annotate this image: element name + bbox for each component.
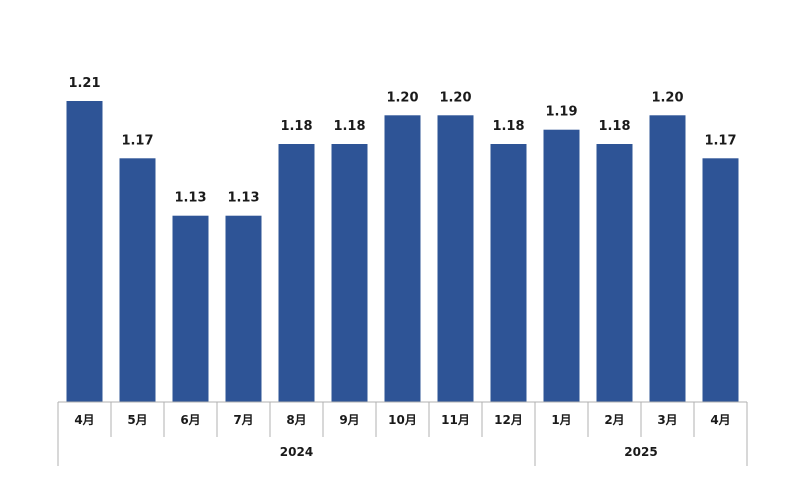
year-label-0: 2024 bbox=[280, 445, 313, 459]
category-label-1: 5月 bbox=[127, 413, 147, 427]
category-label-2: 6月 bbox=[180, 413, 200, 427]
category-label-9: 1月 bbox=[551, 413, 571, 427]
bar-8 bbox=[490, 144, 527, 402]
category-label-3: 7月 bbox=[233, 413, 253, 427]
value-label-3: 1.13 bbox=[227, 191, 259, 206]
bar-10 bbox=[596, 144, 633, 402]
category-label-12: 4月 bbox=[710, 413, 730, 427]
year-label-1: 2025 bbox=[624, 445, 657, 459]
bar-11 bbox=[649, 115, 686, 403]
bar-1 bbox=[119, 158, 156, 402]
bar-0 bbox=[66, 101, 103, 402]
value-label-10: 1.18 bbox=[598, 119, 630, 134]
value-label-1: 1.17 bbox=[121, 133, 153, 148]
bar-12 bbox=[702, 158, 739, 402]
value-label-12: 1.17 bbox=[704, 133, 736, 148]
value-label-11: 1.20 bbox=[651, 90, 683, 105]
bar-6 bbox=[384, 115, 421, 403]
category-label-6: 10月 bbox=[388, 413, 417, 427]
value-label-0: 1.21 bbox=[68, 76, 100, 91]
value-label-2: 1.13 bbox=[174, 191, 206, 206]
category-label-7: 11月 bbox=[441, 413, 470, 427]
value-label-9: 1.19 bbox=[545, 105, 577, 120]
category-label-5: 9月 bbox=[339, 413, 359, 427]
bar-3 bbox=[225, 215, 262, 402]
category-label-11: 3月 bbox=[657, 413, 677, 427]
bars-group: 1.21 1.17 1.13 1.13 1.18 1.18 1.20 1.20 1.18 1.19… bbox=[66, 76, 739, 403]
category-label-4: 8月 bbox=[286, 413, 306, 427]
value-label-4: 1.18 bbox=[280, 119, 312, 134]
bar-5 bbox=[331, 144, 368, 402]
bar-4 bbox=[278, 144, 315, 402]
category-axis: 4月 5月 6月 7月 8月 9月 10月 11月 12月 1月 2月 3月 4月 2024 2025 bbox=[57, 401, 748, 466]
bar-9 bbox=[543, 129, 580, 402]
bar-7 bbox=[437, 115, 474, 403]
bar-2 bbox=[172, 215, 209, 402]
category-label-10: 2月 bbox=[604, 413, 624, 427]
value-label-7: 1.20 bbox=[439, 90, 471, 105]
category-label-8: 12月 bbox=[494, 413, 523, 427]
value-label-6: 1.20 bbox=[386, 90, 418, 105]
category-label-0: 4月 bbox=[74, 413, 94, 427]
value-label-8: 1.18 bbox=[492, 119, 524, 134]
value-label-5: 1.18 bbox=[333, 119, 365, 134]
